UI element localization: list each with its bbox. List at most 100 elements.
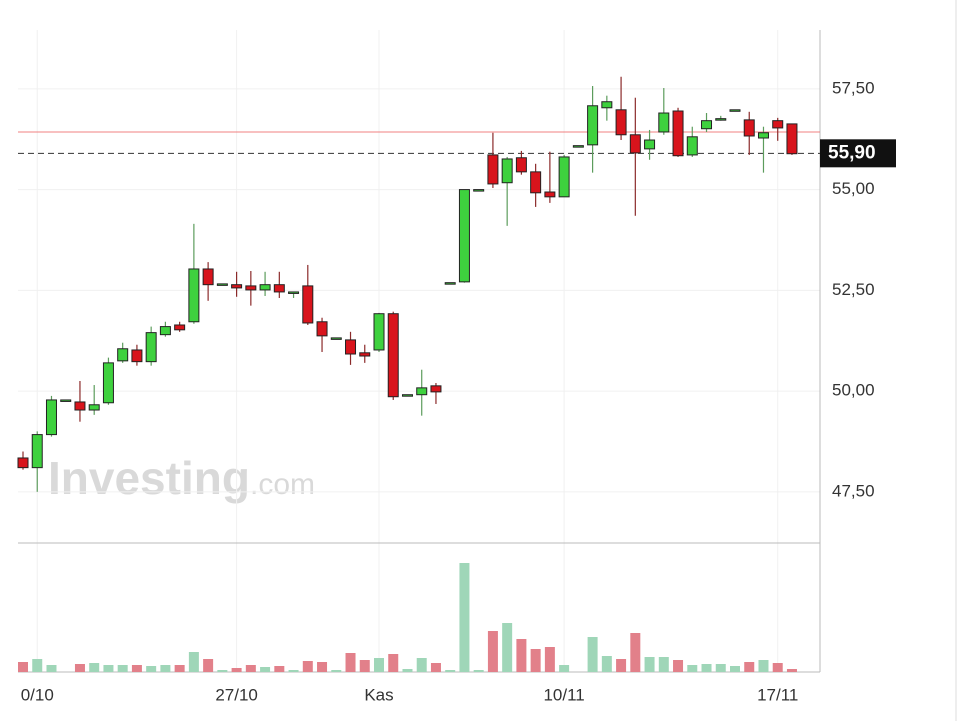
y-tick-label: 47,50 xyxy=(832,481,875,500)
candle-body xyxy=(458,189,470,283)
candle-body xyxy=(245,285,257,291)
volume-bar xyxy=(616,659,627,672)
volume-bar xyxy=(601,656,612,672)
candle-body xyxy=(345,339,357,355)
volume-bar xyxy=(89,663,100,672)
volume-bar xyxy=(46,665,57,672)
volume-bar xyxy=(217,670,228,672)
candle-body xyxy=(558,156,570,198)
volume-bar xyxy=(374,658,384,672)
candle-body xyxy=(729,109,741,112)
candle-body xyxy=(444,282,456,285)
candle-body xyxy=(117,348,129,362)
volume-bar xyxy=(274,666,285,672)
volume-bar xyxy=(388,654,399,672)
candle-body xyxy=(316,321,328,337)
volume-bar xyxy=(430,663,441,672)
candle-body xyxy=(373,313,385,351)
candle-body xyxy=(330,337,342,340)
watermark-suffix: .com xyxy=(250,468,315,501)
volume-bar xyxy=(502,623,513,672)
volume-bar xyxy=(772,663,783,672)
x-tick-label: 27/10 xyxy=(215,685,258,704)
candle-body xyxy=(102,362,114,404)
volume-bar xyxy=(487,631,498,672)
volume-bar xyxy=(786,669,797,672)
volume-bar xyxy=(231,668,242,672)
candle-body xyxy=(302,285,314,324)
x-tick-label: Kas xyxy=(364,685,393,704)
volume-bar xyxy=(288,670,299,672)
candle-body xyxy=(17,457,29,469)
volume-bar xyxy=(18,662,28,672)
y-tick-label: 52,50 xyxy=(832,280,875,299)
y-tick-label: 50,00 xyxy=(832,381,875,400)
volume-bar xyxy=(473,670,484,672)
candle-body xyxy=(188,268,200,323)
candle-body xyxy=(401,394,413,397)
candle-body xyxy=(74,401,86,411)
volume-bar xyxy=(131,665,142,672)
candle-body xyxy=(145,332,157,363)
volume-bar xyxy=(630,633,641,672)
candle-body xyxy=(131,349,143,363)
volume-bar xyxy=(160,665,171,672)
volume-bar xyxy=(146,666,157,672)
watermark: Investing xyxy=(48,452,250,504)
volume-bar xyxy=(758,660,769,672)
volume-bar xyxy=(644,657,655,672)
volume-bar xyxy=(402,669,413,672)
candle-body xyxy=(587,105,599,146)
volume-bar xyxy=(673,660,684,672)
candle-body xyxy=(615,109,627,136)
candle-body xyxy=(672,110,684,157)
volume-bar xyxy=(445,670,456,672)
volume-bar xyxy=(544,647,555,672)
y-tick-label: 55,00 xyxy=(832,179,875,198)
x-tick-label: 17/11 xyxy=(757,685,798,704)
candle-body xyxy=(544,191,556,198)
candle-body xyxy=(530,171,542,194)
volume-bar xyxy=(345,653,356,672)
volume-bar xyxy=(530,649,541,672)
volume-bar xyxy=(730,666,740,672)
x-tick-label: 10/11 xyxy=(543,685,584,704)
volume-bar xyxy=(744,662,755,672)
candle-body xyxy=(387,313,399,398)
volume-bar xyxy=(331,670,342,672)
volume-bar xyxy=(103,665,114,672)
candle-body xyxy=(45,399,57,436)
candle-body xyxy=(60,399,72,402)
volume-bar xyxy=(701,664,712,672)
volume-bar xyxy=(302,661,313,672)
candle-body xyxy=(515,157,527,173)
candle-body xyxy=(701,120,713,130)
volume-bar xyxy=(559,665,570,672)
candle-body xyxy=(473,189,485,192)
volume-bar xyxy=(174,665,185,672)
volume-bar xyxy=(260,667,271,672)
candle-body xyxy=(216,283,228,286)
candle-body xyxy=(715,118,727,121)
volume-bar xyxy=(74,664,85,672)
volume-bar xyxy=(687,665,698,672)
price-tag xyxy=(820,139,896,168)
candle-body xyxy=(88,404,100,411)
volume-bar xyxy=(416,658,427,672)
candle-body xyxy=(202,268,214,286)
candle-body xyxy=(772,120,784,129)
volume-bar xyxy=(32,659,43,672)
candle-body xyxy=(629,134,641,154)
candle-body xyxy=(416,387,428,396)
candle-body xyxy=(359,352,371,357)
price-tag-label: 55,90 xyxy=(828,142,876,163)
candle-body xyxy=(259,284,271,291)
volume-bar xyxy=(245,665,256,672)
candle-body xyxy=(686,136,698,156)
candle-body xyxy=(757,132,769,139)
x-tick-label: 0/10 xyxy=(21,685,54,704)
candle-body xyxy=(159,326,171,336)
candle-body xyxy=(644,139,656,150)
candle-body xyxy=(743,119,755,137)
